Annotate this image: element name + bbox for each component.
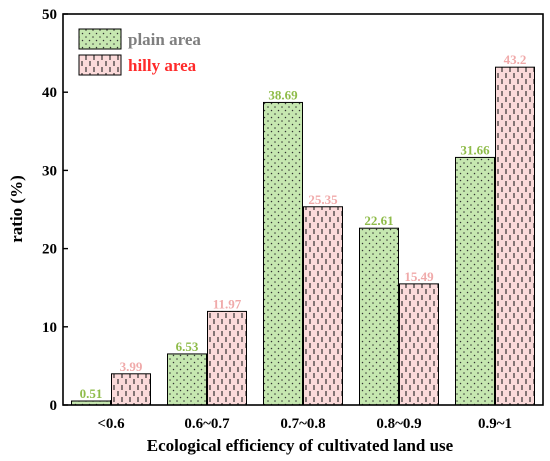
x-tick-label-0-7-0-8: 0.7~0.8 [280,416,325,432]
bar-hilly-area-0-9-1 [495,66,535,406]
data-label-plain-area-0-6-0-7: 6.53 [176,339,199,354]
bar-plain-area-0-7-0-8 [263,101,303,406]
legend-label-plain-area: plain area [128,30,201,49]
x-axis: <0.6 0.6~0.7 0.7~0.8 0.8~0.9 0.9~1 [97,400,512,432]
x-tick-label-0-6: <0.6 [97,416,125,432]
data-label-plain-area-0-9-1: 31.66 [460,142,490,157]
bar-hilly-area-0-6 [111,373,151,406]
y-tick-label: 30 [42,163,57,179]
bar-hilly-area-0-8-0-9 [399,283,439,406]
x-tick-label-0-6-0-7: 0.6~0.7 [184,416,230,432]
bars-layer [71,66,535,406]
data-label-hilly-area-0-7-0-8: 25.35 [308,192,338,207]
data-label-hilly-area-0-9-1: 43.2 [504,52,527,67]
y-axis-title: ratio (%) [7,175,26,243]
y-tick-label: 50 [42,7,57,23]
legend-swatch-plain-area [78,28,122,50]
y-tick-label: 40 [42,85,57,101]
x-axis-title: Ecological efficiency of cultivated land… [147,436,454,455]
bar-plain-area-0-8-0-9 [359,227,399,406]
bar-plain-area-0-6-0-7 [167,353,207,406]
data-label-plain-area-0-7-0-8: 38.69 [268,87,298,102]
x-tick-label-0-9-1: 0.9~1 [478,416,512,432]
data-label-hilly-area-0-6-0-7: 11.97 [213,296,242,311]
x-tick-label-0-8-0-9: 0.8~0.9 [376,416,421,432]
bar-hilly-area-0-6-0-7 [207,310,247,406]
y-tick-label: 20 [42,242,57,258]
y-tick-label: 0 [50,398,58,414]
legend: plain area hilly area [78,28,201,76]
bar-plain-area-0-9-1 [455,156,495,406]
data-label-plain-area-0-8-0-9: 22.61 [364,213,393,228]
y-axis: 0 10 20 30 40 50 [42,7,68,414]
data-label-hilly-area-0-6: 3.99 [120,359,143,374]
y-tick-label: 10 [42,320,57,336]
data-labels-layer: 0.51 3.99 6.53 11.97 38.69 25.35 22.61 15.49 31.… [80,52,527,401]
data-label-plain-area-0-6: 0.51 [80,386,103,401]
legend-swatch-hilly-area [78,54,122,76]
legend-label-hilly-area: hilly area [128,56,197,75]
bar-hilly-area-0-7-0-8 [303,206,343,406]
data-label-hilly-area-0-8-0-9: 15.49 [404,269,434,284]
